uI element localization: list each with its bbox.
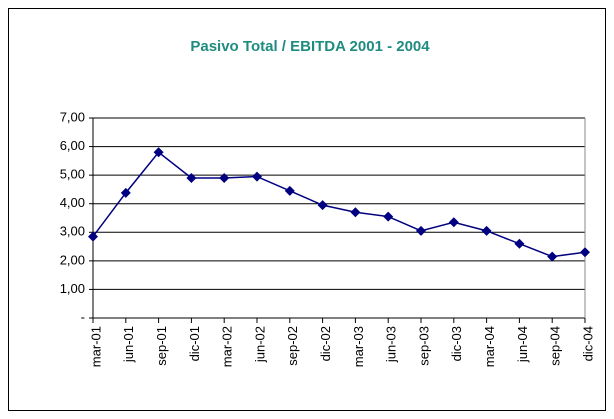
y-tick-label: 1,00: [60, 281, 85, 296]
y-tick-label: 7,00: [60, 109, 85, 124]
x-tick-label: mar-01: [88, 326, 103, 367]
x-tick-label: mar-04: [482, 326, 497, 367]
x-tick-label: mar-03: [351, 326, 366, 367]
y-tick-label: 3,00: [60, 224, 85, 239]
data-point: [252, 171, 262, 182]
x-tick-label: sep-02: [285, 326, 300, 366]
data-point: [317, 200, 328, 211]
y-tick-label: 5,00: [60, 167, 85, 182]
data-point: [481, 225, 492, 236]
data-line: [92, 151, 586, 258]
x-tick-label: jun-01: [121, 326, 136, 363]
x-tick-label: dic-03: [449, 326, 464, 361]
data-point: [580, 247, 590, 258]
x-tick-label: jun-04: [515, 326, 530, 363]
data-point: [547, 251, 558, 262]
x-tick-label: jun-02: [252, 326, 267, 363]
data-point: [219, 173, 230, 183]
chart-title: Pasivo Total / EBITDA 2001 - 2004: [190, 38, 430, 55]
data-point: [350, 207, 361, 218]
data-point: [514, 238, 525, 249]
y-tick-label: 6,00: [60, 138, 85, 153]
data-point: [88, 231, 98, 242]
x-tick-label: sep-03: [416, 326, 431, 366]
x-tick-label: mar-02: [220, 326, 235, 367]
data-point: [284, 185, 295, 196]
data-point: [153, 147, 164, 158]
chart-border: [8, 8, 606, 411]
x-tick-label: dic-02: [318, 326, 333, 361]
x-tick-label: jun-03: [384, 326, 399, 363]
x-tick-label: dic-01: [187, 326, 202, 361]
data-point: [416, 225, 426, 236]
data-point: [120, 187, 131, 198]
data-point: [448, 217, 459, 228]
x-tick-label: dic-04: [580, 326, 595, 361]
y-tick-label: 4,00: [60, 195, 85, 210]
data-point: [186, 173, 197, 183]
x-tick-label: sep-01: [154, 326, 169, 366]
x-tick-label: sep-04: [548, 326, 563, 366]
y-tick-label: -: [81, 309, 85, 324]
y-tick-label: 2,00: [60, 252, 85, 267]
data-point: [383, 211, 394, 222]
